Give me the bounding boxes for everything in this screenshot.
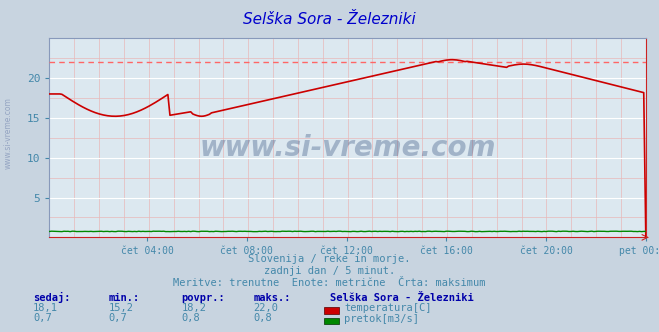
Text: 0,7: 0,7 <box>33 313 51 323</box>
Text: pretok[m3/s]: pretok[m3/s] <box>344 314 419 324</box>
Text: Slovenija / reke in morje.: Slovenija / reke in morje. <box>248 254 411 264</box>
Text: 0,7: 0,7 <box>109 313 127 323</box>
Text: maks.:: maks.: <box>254 293 291 303</box>
Text: zadnji dan / 5 minut.: zadnji dan / 5 minut. <box>264 266 395 276</box>
Text: 0,8: 0,8 <box>181 313 200 323</box>
Text: Selška Sora - Železniki: Selška Sora - Železniki <box>330 293 473 303</box>
Text: sedaj:: sedaj: <box>33 292 71 303</box>
Text: temperatura[C]: temperatura[C] <box>344 303 432 313</box>
Text: povpr.:: povpr.: <box>181 293 225 303</box>
Text: Meritve: trenutne  Enote: metrične  Črta: maksimum: Meritve: trenutne Enote: metrične Črta: … <box>173 278 486 288</box>
Text: www.si-vreme.com: www.si-vreme.com <box>200 134 496 162</box>
Text: 18,1: 18,1 <box>33 303 58 313</box>
Text: 15,2: 15,2 <box>109 303 134 313</box>
Text: Selška Sora - Železniki: Selška Sora - Železniki <box>243 12 416 27</box>
Text: min.:: min.: <box>109 293 140 303</box>
Text: www.si-vreme.com: www.si-vreme.com <box>4 97 13 169</box>
Text: 0,8: 0,8 <box>254 313 272 323</box>
Text: 22,0: 22,0 <box>254 303 279 313</box>
Text: 18,2: 18,2 <box>181 303 206 313</box>
